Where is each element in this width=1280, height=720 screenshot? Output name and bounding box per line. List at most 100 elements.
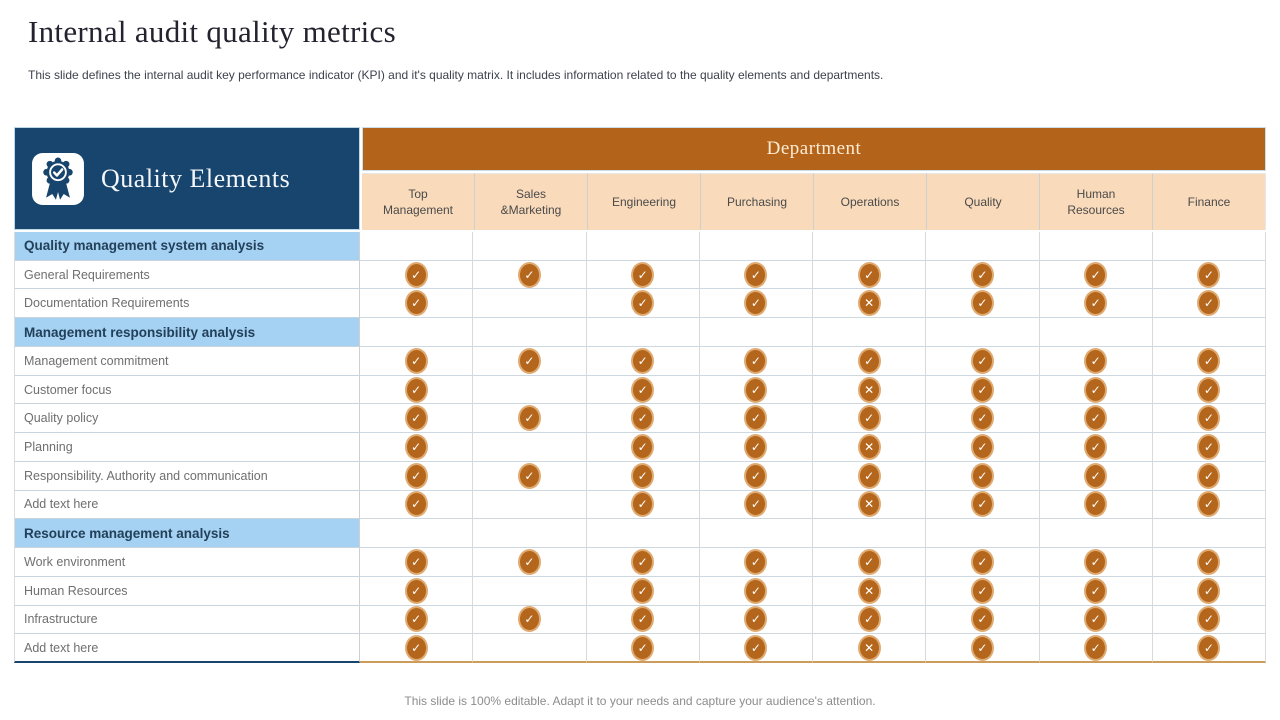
check-cell: ✓ <box>1152 433 1266 462</box>
empty-cell <box>813 318 927 347</box>
check-icon: ✓ <box>406 435 426 458</box>
check-icon: ✓ <box>746 407 766 430</box>
check-cell: ✓ <box>699 576 813 606</box>
check-icon: ✓ <box>1086 608 1106 631</box>
row-label: Infrastructure <box>14 605 360 635</box>
cross-icon: ✕ <box>859 579 879 602</box>
check-icon: ✓ <box>746 435 766 458</box>
row-label: Add text here <box>14 490 360 520</box>
column-header-8: Finance <box>1153 173 1266 230</box>
check-icon: ✓ <box>1199 493 1219 516</box>
column-header-6: Quality <box>927 173 1040 230</box>
check-icon: ✓ <box>972 636 992 659</box>
empty-cell <box>1039 232 1153 261</box>
row-label: Add text here <box>14 634 360 663</box>
row-label: General Requirements <box>14 260 360 290</box>
check-icon: ✓ <box>1199 636 1219 659</box>
check-icon: ✓ <box>406 378 426 401</box>
check-cell: ✓ <box>1152 634 1266 663</box>
table-row: Human Resources ✓ ✓ ✓ ✕ ✓ ✓ ✓ <box>14 576 1266 606</box>
check-icon: ✓ <box>859 263 879 286</box>
department-group-header: Department <box>362 127 1266 171</box>
check-cell: ✓ <box>1039 634 1153 663</box>
check-cell: ✓ <box>699 490 813 520</box>
row-label: Responsibility. Authority and communicat… <box>14 461 360 491</box>
check-cell: ✓ <box>360 433 474 462</box>
check-cell: ✓ <box>813 346 927 376</box>
row-label: Documentation Requirements <box>14 289 360 319</box>
check-icon: ✓ <box>1086 378 1106 401</box>
check-icon: ✓ <box>746 579 766 602</box>
page-title: Internal audit quality metrics <box>28 14 396 49</box>
check-cell: ✓ <box>473 404 587 434</box>
section-row: Management responsibility analysis <box>14 318 1266 347</box>
check-cell: ✓ <box>1039 346 1153 376</box>
check-cell: ✓ <box>586 634 700 663</box>
check-cell: ✓ <box>360 490 474 520</box>
check-icon: ✓ <box>746 550 766 573</box>
check-cell: ✓ <box>699 289 813 319</box>
check-cell: ✓ <box>699 461 813 491</box>
check-icon: ✓ <box>746 608 766 631</box>
empty-cell <box>473 375 587 405</box>
award-badge-icon <box>32 152 84 205</box>
table-row: Work environment ✓ ✓ ✓ ✓ ✓ ✓ ✓ ✓ <box>14 548 1266 577</box>
empty-cell <box>1152 232 1266 261</box>
check-cell: ✓ <box>473 461 587 491</box>
check-cell: ✓ <box>699 605 813 635</box>
check-icon: ✓ <box>859 464 879 487</box>
section-label: Quality management system analysis <box>14 232 360 261</box>
check-icon: ✓ <box>859 349 879 372</box>
check-cell: ✓ <box>926 404 1040 434</box>
check-cell: ✓ <box>473 260 587 290</box>
check-cell: ✓ <box>1152 260 1266 290</box>
check-icon: ✓ <box>633 435 653 458</box>
check-cell: ✓ <box>1152 346 1266 376</box>
check-icon: ✓ <box>972 349 992 372</box>
check-icon: ✓ <box>859 407 879 430</box>
table-row: Add text here ✓ ✓ ✓ ✕ ✓ ✓ ✓ <box>14 490 1266 520</box>
check-cell: ✓ <box>699 404 813 434</box>
check-cell: ✓ <box>360 375 474 405</box>
table-row: Quality policy ✓ ✓ ✓ ✓ ✓ ✓ ✓ ✓ <box>14 404 1266 434</box>
check-cell: ✓ <box>1152 375 1266 405</box>
check-cell: ✓ <box>473 346 587 376</box>
check-icon: ✓ <box>519 349 539 372</box>
corner-header: Quality Elements <box>14 127 360 230</box>
empty-cell <box>699 232 813 261</box>
cross-cell: ✕ <box>813 576 927 606</box>
check-cell: ✓ <box>926 260 1040 290</box>
check-icon: ✓ <box>746 636 766 659</box>
check-cell: ✓ <box>360 461 474 491</box>
check-cell: ✓ <box>1039 548 1153 577</box>
check-cell: ✓ <box>586 490 700 520</box>
table-row: Customer focus ✓ ✓ ✓ ✕ ✓ ✓ ✓ <box>14 375 1266 405</box>
check-icon: ✓ <box>633 550 653 573</box>
check-icon: ✓ <box>972 435 992 458</box>
check-cell: ✓ <box>586 605 700 635</box>
quality-metrics-table: Quality Elements Department Top Manageme… <box>14 127 1266 665</box>
row-label: Work environment <box>14 548 360 577</box>
check-icon: ✓ <box>633 464 653 487</box>
check-icon: ✓ <box>972 292 992 315</box>
check-cell: ✓ <box>1039 490 1153 520</box>
check-cell: ✓ <box>1152 548 1266 577</box>
empty-cell <box>473 519 587 549</box>
check-icon: ✓ <box>746 493 766 516</box>
check-cell: ✓ <box>699 634 813 663</box>
cross-icon: ✕ <box>859 493 879 516</box>
column-header-4: Purchasing <box>701 173 814 230</box>
cross-icon: ✕ <box>859 636 879 659</box>
check-cell: ✓ <box>699 346 813 376</box>
table-row: Documentation Requirements ✓ ✓ ✓ ✕ ✓ ✓ ✓ <box>14 289 1266 319</box>
section-label: Management responsibility analysis <box>14 318 360 347</box>
column-header-1: Top Management <box>362 173 475 230</box>
check-cell: ✓ <box>926 346 1040 376</box>
check-icon: ✓ <box>1199 349 1219 372</box>
corner-header-label: Quality Elements <box>101 163 291 193</box>
empty-cell <box>1039 519 1153 549</box>
check-icon: ✓ <box>406 292 426 315</box>
empty-cell <box>473 289 587 319</box>
page-subtitle: This slide defines the internal audit ke… <box>28 68 884 82</box>
